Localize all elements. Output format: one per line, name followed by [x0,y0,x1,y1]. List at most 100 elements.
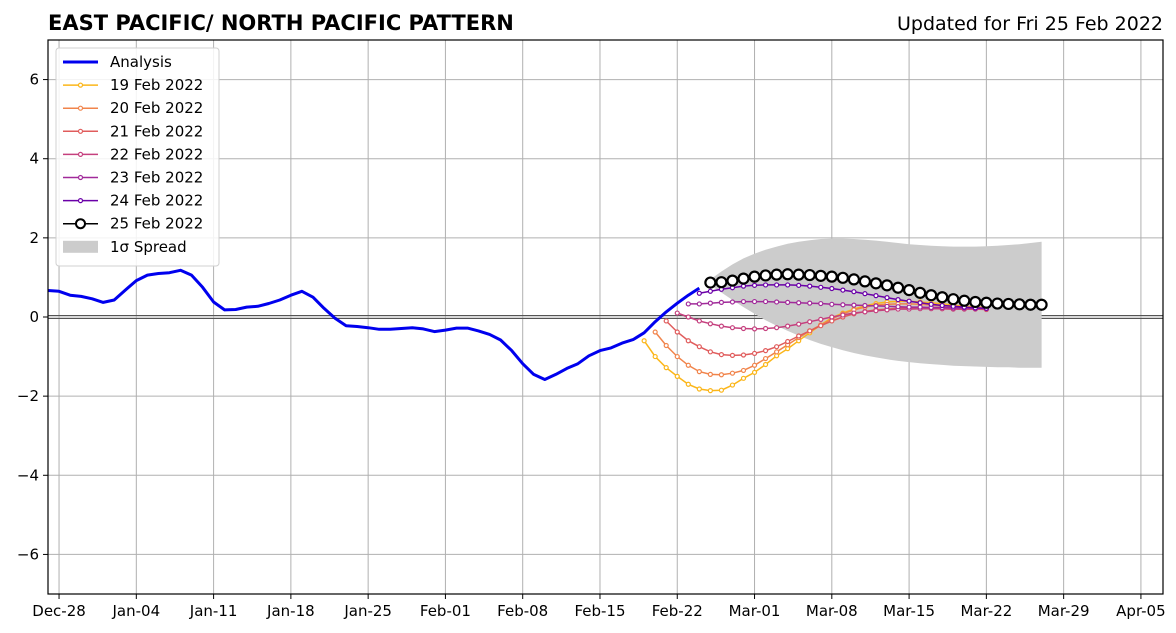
forecast-point [917,300,923,306]
x-tick-label: Mar-22 [960,602,1012,620]
forecast-point [851,289,857,295]
legend-entry: 1σ Spread [63,238,187,256]
forecast-point [840,302,846,308]
forecast-point [807,328,813,334]
legend-label: Analysis [110,53,172,71]
legend-entry: 20 Feb 2022 [63,99,203,117]
legend-entry: 23 Feb 2022 [63,169,203,187]
y-tick-label: −4 [17,466,39,484]
legend-swatch [63,240,98,253]
y-tick-label: −6 [17,545,39,563]
chart-title: EAST PACIFIC/ NORTH PACIFIC PATTERN [48,11,514,35]
forecast-point [873,303,879,309]
latest-point [980,296,993,309]
forecast-point [762,355,769,362]
x-tick-label: Dec-28 [32,602,86,620]
latest-point [880,279,894,292]
x-tick-label: Jan-25 [343,602,392,620]
forecast-point [796,321,802,327]
forecast-point [707,288,713,294]
legend-entry: 25 Feb 2022 [63,215,203,233]
forecast-point [829,301,835,307]
forecast-point [829,314,835,320]
latest-point [726,274,739,287]
y-tick-label: 0 [29,308,39,326]
latest-point [902,283,916,297]
x-tick-label: Mar-29 [1038,602,1090,620]
forecast-point [740,325,747,332]
forecast-point [751,282,758,288]
forecast-point [663,342,669,349]
latest-point [936,291,949,304]
forecast-point [873,308,879,314]
latest-point [891,281,905,294]
legend-entry: 24 Feb 2022 [63,192,203,210]
x-tick-label: Mar-15 [883,602,935,620]
legend: Analysis 19 Feb 2022 20 Feb 2022 21 Feb 202… [55,47,220,267]
forecast-point [685,314,691,320]
latest-point [1013,298,1026,311]
forecast-point [729,370,736,376]
latest-point [814,269,827,282]
forecast-point [796,333,802,339]
forecast-point [751,326,758,332]
legend-entry: Analysis [63,53,172,71]
forecast-point [707,371,713,377]
x-tick-label: Apr-05 [1116,602,1166,620]
plot-frame [47,39,1164,595]
latest-point [770,268,783,281]
forecast-point [663,365,669,371]
axes: Dec-28 Jan-04 Jan-11 Jan-18 Jan-25 Feb-01 Feb-… [17,39,1166,620]
forecast-point [696,290,702,296]
latest-point [759,269,772,282]
forecast-point [884,303,890,309]
forecast-point [939,302,945,309]
x-tick-label: Feb-08 [497,602,548,620]
legend-box [55,47,220,267]
legend-label: 23 Feb 2022 [110,169,203,187]
forecast-point [818,284,824,290]
forecast-point [740,352,747,358]
latest-point [704,276,717,289]
forecast-point [762,348,769,354]
legend-entry: 22 Feb 2022 [63,145,203,163]
forecast-point [818,300,824,307]
legend-entry: 19 Feb 2022 [63,76,203,94]
legend-marker [77,105,84,111]
forecast-point [762,282,769,288]
forecast-point [796,282,802,288]
forecast-point [762,298,769,305]
latest-point [869,277,883,290]
forecast-line [688,300,987,310]
legend-marker [75,218,86,230]
forecast-point [873,293,879,299]
x-tick-label: Mar-01 [729,602,781,620]
forecast-point [740,375,747,381]
forecast-point [729,299,736,305]
analysis-line [47,268,701,381]
forecast-point [718,351,725,358]
forecast-point [807,300,813,306]
forecast-point [751,369,758,375]
legend-label: 25 Feb 2022 [110,215,203,233]
latest-point [969,295,982,309]
latest-point [836,271,849,284]
legend-label: 21 Feb 2022 [110,122,203,140]
forecast-point [818,316,824,322]
latest-point [1035,298,1048,311]
latest-point [825,270,838,283]
latest-point [914,286,927,299]
legend-label: 22 Feb 2022 [110,145,203,163]
forecast-point [696,386,702,392]
forecast-point [729,325,736,331]
latest-point [748,270,761,283]
y-tick-label: 6 [29,71,39,89]
forecast-point [862,302,868,309]
latest-point [991,297,1004,310]
forecast-point [840,312,846,318]
forecast-point [663,318,669,324]
forecast-point [862,309,868,315]
forecast-point [740,367,747,374]
legend-label: 24 Feb 2022 [110,192,203,210]
